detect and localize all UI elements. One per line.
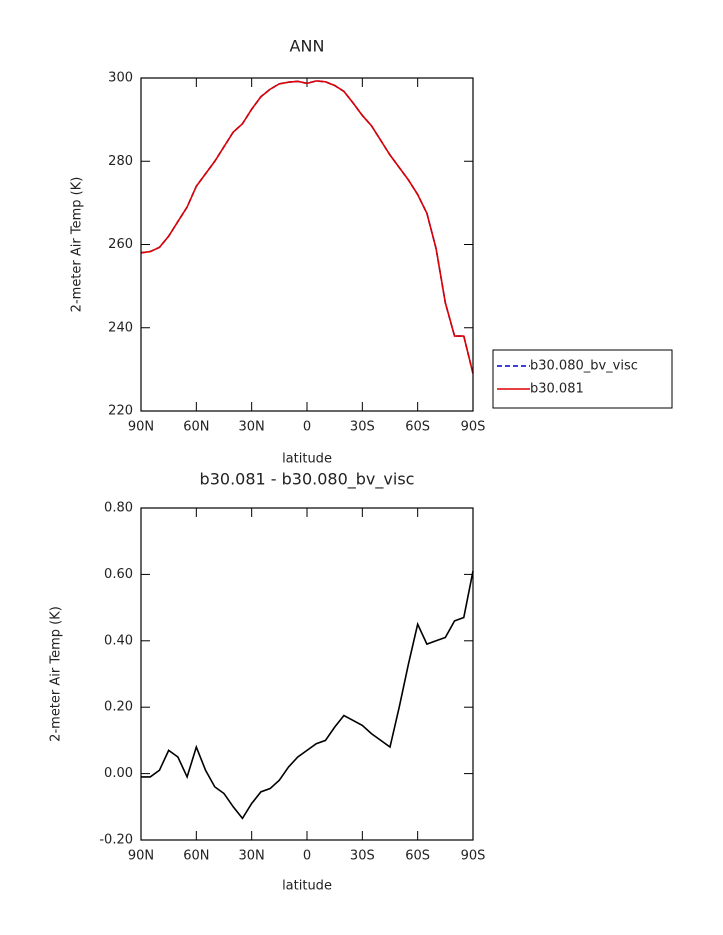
legend-box (492, 349, 673, 409)
plot-frame (140, 77, 474, 412)
x-tick-label: 30S (350, 849, 375, 864)
x-tick-label: 90S (461, 420, 486, 435)
x-tick-label: 60N (183, 420, 209, 435)
chart-title: ANN (290, 37, 325, 56)
legend-label: b30.080_bv_visc (530, 359, 638, 374)
series-line (141, 570, 474, 820)
y-tick-label: 220 (108, 404, 133, 419)
x-tick-label: 60S (405, 420, 430, 435)
y-tick-label: 0.20 (104, 700, 133, 715)
y-tick-label: 280 (108, 154, 133, 169)
x-tick-label: 60N (183, 849, 209, 864)
y-tick-label: -0.20 (99, 833, 133, 848)
y-axis-label: 2-meter Air Temp (K) (70, 177, 85, 313)
x-tick-label: 0 (303, 849, 311, 864)
x-tick-label: 90N (128, 849, 154, 864)
x-tick-label: 60S (405, 849, 430, 864)
x-tick-label: 30N (239, 420, 265, 435)
x-tick-label: 90S (461, 849, 486, 864)
x-tick-label: 90N (128, 420, 154, 435)
chart-title: b30.081 - b30.080_bv_visc (200, 470, 415, 490)
y-tick-label: 0.00 (104, 766, 133, 781)
x-axis-label: latitude (282, 879, 332, 894)
y-tick-label: 300 (108, 71, 133, 86)
y-tick-label: 0.40 (104, 633, 133, 648)
y-tick-label: 0.60 (104, 567, 133, 582)
plot-frame (140, 507, 474, 841)
y-tick-label: 240 (108, 320, 133, 335)
series-line (140, 80, 474, 374)
y-tick-label: 260 (108, 237, 133, 252)
legend-label: b30.081 (530, 382, 584, 397)
x-axis-label: latitude (282, 452, 332, 467)
x-tick-label: 0 (303, 420, 311, 435)
y-tick-label: 0.80 (104, 501, 133, 516)
y-axis-label: 2-meter Air Temp (K) (49, 606, 64, 742)
x-tick-label: 30S (350, 420, 375, 435)
x-tick-label: 30N (239, 849, 265, 864)
series-line (140, 80, 474, 374)
